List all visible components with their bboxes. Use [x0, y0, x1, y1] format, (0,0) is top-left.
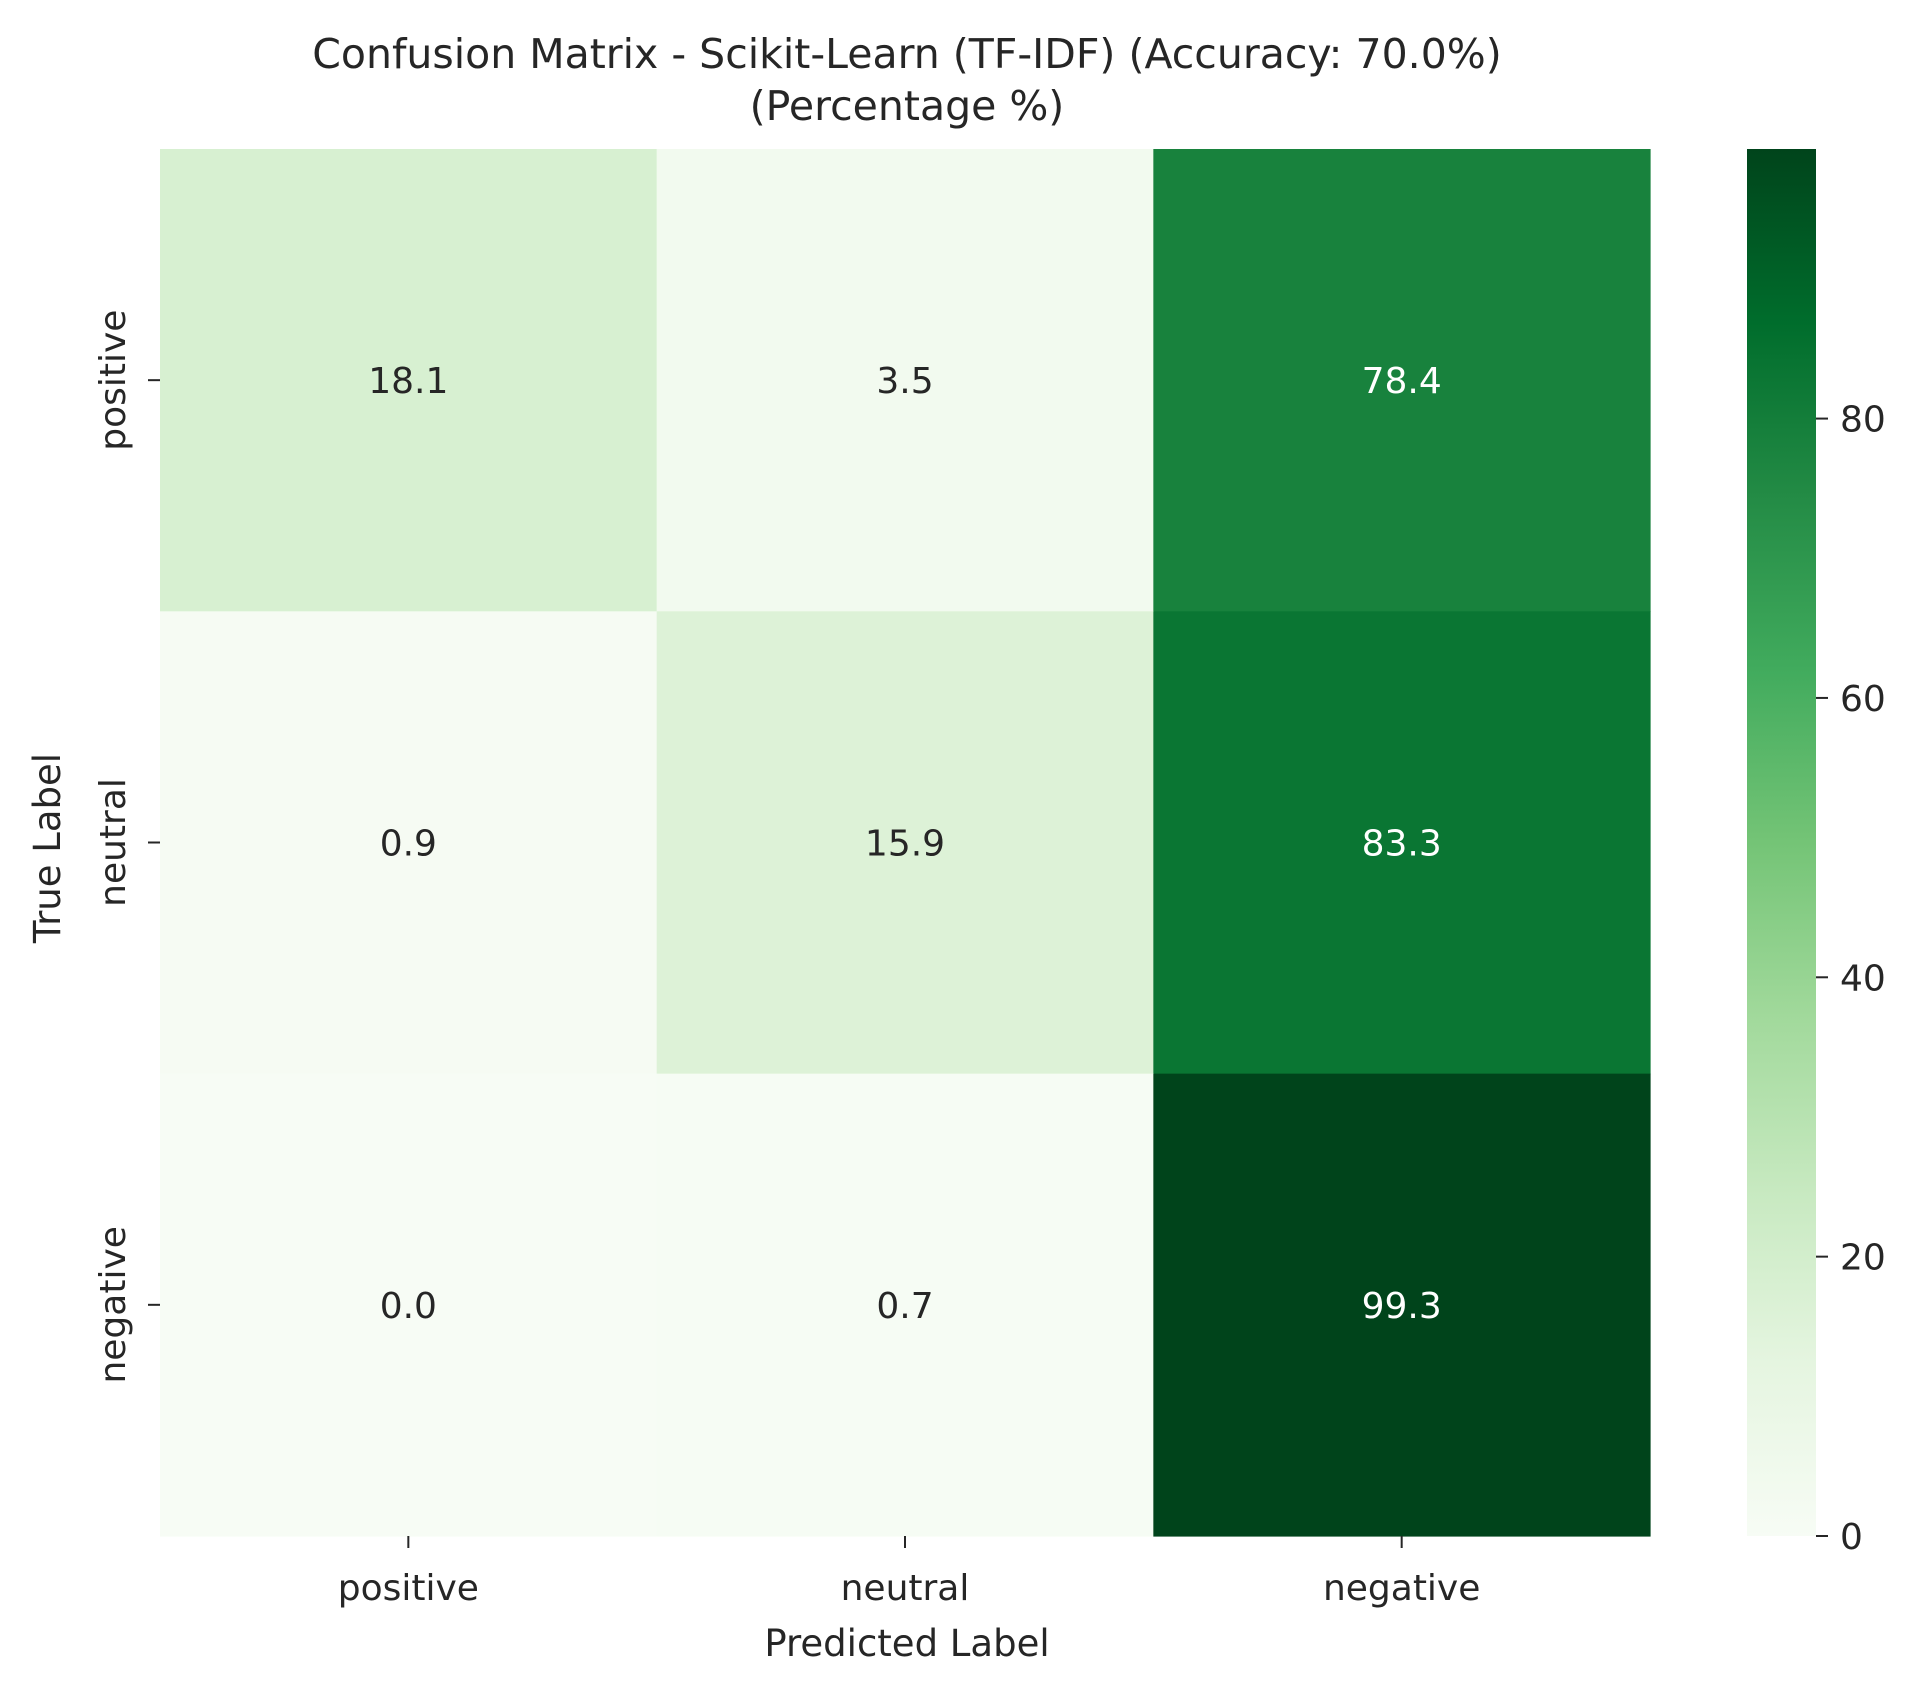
colorbar-tick-label: 0: [1840, 1517, 1863, 1558]
heatmap-cell: [656, 1073, 1154, 1537]
heatmap-cell: [160, 1073, 658, 1537]
heatmap-cell: [1153, 149, 1651, 612]
y-tick-label: positive: [93, 310, 134, 451]
chart-title: Confusion Matrix - Scikit-Learn (TF-IDF)…: [312, 30, 1501, 78]
x-axis-label: Predicted Label: [764, 1622, 1049, 1665]
cell-value-label: 18.1: [368, 361, 448, 402]
cell-value-label: 3.5: [876, 361, 933, 402]
cell-value-label: 83.3: [1362, 823, 1442, 864]
colorbar-tick-label: 80: [1840, 400, 1886, 441]
heatmap-cell: [1153, 611, 1651, 1075]
colorbar-tick-label: 20: [1840, 1238, 1886, 1279]
x-tick-label: negative: [1323, 1568, 1480, 1609]
heatmap-cell: [1153, 1073, 1651, 1537]
y-axis-ticks: positive neutral negative: [93, 310, 160, 1384]
x-tick-label: neutral: [841, 1568, 970, 1609]
cell-value-label: 0.9: [380, 823, 437, 864]
y-tick-label: negative: [93, 1226, 134, 1383]
cell-value-label: 15.9: [865, 823, 945, 864]
heatmap-cell: [160, 611, 658, 1075]
cell-value-label: 78.4: [1362, 361, 1442, 402]
cell-value-label: 99.3: [1362, 1286, 1442, 1327]
heatmap-cell: [160, 149, 658, 612]
y-axis-label: True Label: [26, 753, 69, 944]
x-axis-ticks: positive neutral negative: [338, 1536, 1480, 1609]
heatmap-cells: 18.1 3.5 78.4 0.9 15.9 83.3 0.0 0.7 99.3: [160, 149, 1651, 1537]
colorbar-tick-label: 60: [1840, 679, 1886, 720]
chart-subtitle: (Percentage %): [750, 82, 1065, 130]
x-tick-label: positive: [338, 1568, 479, 1609]
heatmap-cell: [656, 149, 1154, 612]
heatmap-cell: [656, 611, 1154, 1075]
colorbar: [1747, 149, 1816, 1536]
cell-value-label: 0.0: [380, 1286, 437, 1327]
cell-value-label: 0.7: [876, 1286, 933, 1327]
y-tick-label: neutral: [93, 778, 134, 907]
colorbar-tick-label: 40: [1840, 958, 1886, 999]
colorbar-ticks: 0 20 40 60 80: [1816, 400, 1886, 1558]
